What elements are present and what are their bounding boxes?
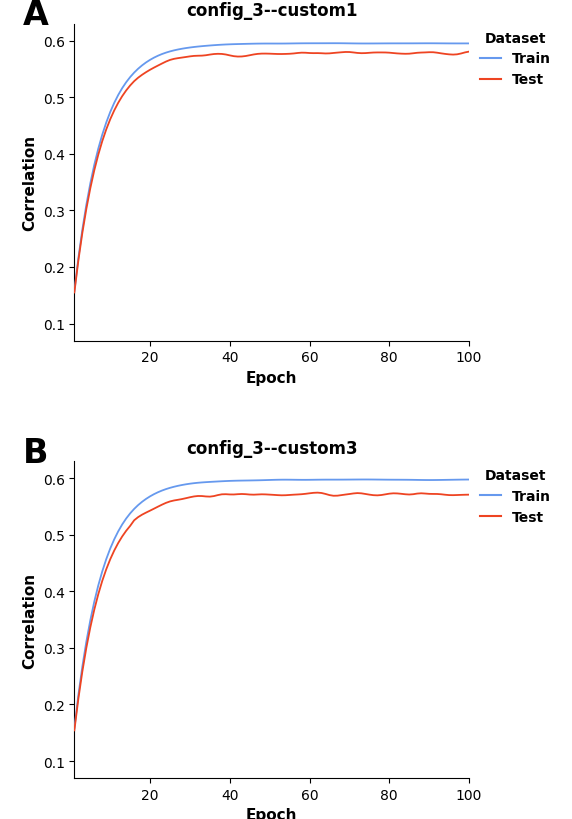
- X-axis label: Epoch: Epoch: [246, 370, 297, 386]
- Legend: Train, Test: Train, Test: [480, 468, 551, 524]
- Y-axis label: Correlation: Correlation: [22, 572, 37, 667]
- Y-axis label: Correlation: Correlation: [22, 135, 37, 231]
- Text: A: A: [23, 0, 49, 32]
- Text: B: B: [23, 437, 49, 469]
- Title: config_3--custom3: config_3--custom3: [186, 439, 358, 457]
- Title: config_3--custom1: config_3--custom1: [186, 2, 358, 20]
- X-axis label: Epoch: Epoch: [246, 808, 297, 819]
- Legend: Train, Test: Train, Test: [480, 31, 551, 88]
